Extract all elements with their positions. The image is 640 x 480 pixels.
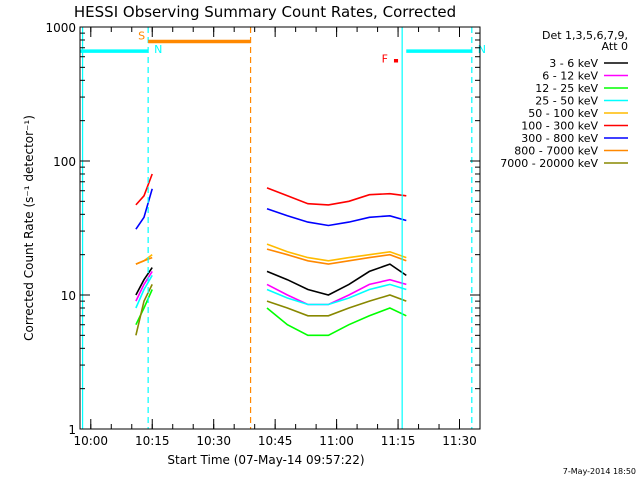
legend-label-25-50-kev: 25 - 50 keV bbox=[535, 95, 598, 108]
chart-title: HESSI Observing Summary Count Rates, Cor… bbox=[74, 3, 456, 21]
x-tick-label: 10:45 bbox=[258, 434, 293, 448]
series-line-300-800-kev-seg-1 bbox=[135, 188, 153, 230]
x-tick-label: 10:30 bbox=[196, 434, 231, 448]
flag-label-f-4: F bbox=[382, 53, 388, 66]
legend-label-7000-20000-kev: 7000 - 20000 keV bbox=[500, 157, 598, 170]
flag-label-n-2: N bbox=[154, 43, 162, 56]
y-tick-label: 1000 bbox=[45, 21, 76, 35]
plot-frame bbox=[79, 26, 481, 430]
timestamp: 7-May-2014 18:50 bbox=[563, 467, 636, 476]
series-line-7000-20000-kev-seg-1 bbox=[135, 284, 153, 336]
legend-label-800-7000-kev: 800 - 7000 keV bbox=[514, 145, 598, 158]
series-line-100-300-kev-seg-2 bbox=[266, 187, 407, 206]
series-line-6-12-kev-seg-1 bbox=[135, 270, 153, 302]
series-layer bbox=[135, 173, 407, 337]
legend-label-3-6-kev: 3 - 6 keV bbox=[549, 57, 598, 70]
series-line-3-6-kev-seg-2 bbox=[266, 263, 407, 296]
legend-label-6-12-kev: 6 - 12 keV bbox=[542, 70, 598, 83]
series-line-800-7000-kev-seg-1 bbox=[135, 256, 153, 265]
legend-label-50-100-kev: 50 - 100 keV bbox=[528, 107, 598, 120]
series-line-50-100-kev-seg-2 bbox=[266, 243, 407, 262]
y-tick-label: 10 bbox=[61, 289, 76, 303]
series-line-3-6-kev-seg-1 bbox=[135, 267, 153, 296]
series-line-25-50-kev-seg-2 bbox=[266, 283, 407, 306]
series-line-300-800-kev-seg-2 bbox=[266, 208, 407, 227]
axis-layer: 10:00 10:15 10:30 10:45 11:00 11:15 11:30 1 10 10… bbox=[45, 21, 481, 448]
series-line-800-7000-kev-seg-2 bbox=[266, 248, 407, 265]
series-line-100-300-kev-seg-1 bbox=[135, 173, 153, 206]
flag-layer: SN NF bbox=[80, 27, 486, 429]
series-line-7000-20000-kev-seg-2 bbox=[266, 294, 407, 317]
y-tick-label: 1 bbox=[68, 423, 76, 437]
flag-label-n-3: N bbox=[478, 43, 486, 56]
legend-header-line-1: Det 1,3,5,6,7,9, bbox=[542, 29, 628, 42]
series-line-25-50-kev-seg-1 bbox=[135, 274, 153, 309]
legend-header-line-2: Att 0 bbox=[602, 40, 628, 53]
legend-label-12-25-kev: 12 - 25 keV bbox=[535, 82, 598, 95]
x-tick-label: 10:00 bbox=[73, 434, 108, 448]
x-tick-label: 11:15 bbox=[381, 434, 416, 448]
y-tick-label: 100 bbox=[53, 155, 76, 169]
legend-label-100-300-kev: 100 - 300 keV bbox=[521, 120, 598, 133]
legend-label-300-800-kev: 300 - 800 keV bbox=[521, 132, 598, 145]
y-axis-label: Corrected Count Rate (s⁻¹ detector⁻¹) bbox=[22, 115, 36, 341]
series-line-6-12-kev-seg-2 bbox=[266, 278, 407, 306]
x-tick-label: 10:15 bbox=[135, 434, 170, 448]
flag-label-s-1: S bbox=[138, 29, 145, 42]
x-tick-label: 11:30 bbox=[442, 434, 477, 448]
x-tick-label: 11:00 bbox=[319, 434, 354, 448]
series-line-12-25-kev-seg-2 bbox=[266, 307, 407, 337]
series-line-12-25-kev-seg-1 bbox=[135, 289, 153, 326]
x-axis-label: Start Time (07-May-14 09:57:22) bbox=[167, 453, 364, 467]
